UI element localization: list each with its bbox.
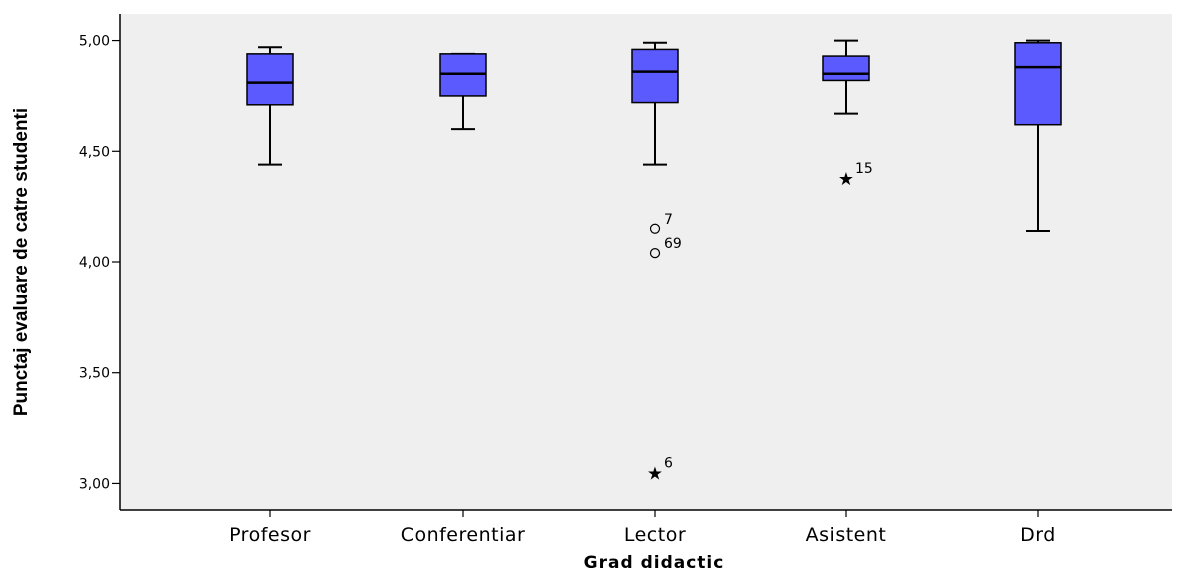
x-axis-title: Grad didactic — [584, 553, 725, 573]
x-tick-label: Drd — [1020, 524, 1056, 546]
labels: 3,00 3,50 4,00 4,50 5,00 Profesor Conferentiar… — [79, 34, 1056, 546]
extreme-star: ★ — [838, 169, 854, 190]
box-group-conferentiar — [439, 52, 487, 131]
x-tick-label: Profesor — [229, 524, 311, 546]
outlier-label: 15 — [855, 161, 873, 177]
box-group-asistent: ★ — [822, 39, 870, 190]
axes — [112, 14, 1172, 517]
box-group-profesor — [246, 46, 294, 166]
iqr-box — [1014, 42, 1062, 126]
y-tick-label: 3,50 — [79, 366, 110, 382]
outlier-label: 7 — [664, 212, 673, 228]
extreme-star: ★ — [647, 463, 663, 484]
y-tick-label: 4,50 — [79, 144, 110, 160]
y-axis-title: Punctaj evaluare de catre studenti — [11, 108, 32, 416]
x-tick-label: Asistent — [806, 524, 887, 546]
boxes: ★★ — [246, 39, 1062, 484]
outlier-label: 69 — [664, 236, 682, 252]
y-tick-label: 4,00 — [79, 255, 110, 271]
box-group-lector: ★ — [631, 41, 679, 484]
outlier-circle — [649, 223, 661, 234]
y-tick-label: 5,00 — [79, 34, 110, 50]
outlier-label: 6 — [664, 455, 673, 471]
box-group-drd — [1014, 39, 1062, 232]
iqr-box — [822, 55, 870, 82]
iqr-box — [246, 53, 294, 106]
outlier-circle — [649, 248, 661, 259]
y-tick-label: 3,00 — [79, 476, 110, 492]
x-tick-label: Lector — [624, 524, 686, 546]
iqr-box — [631, 48, 679, 104]
x-tick-label: Conferentiar — [401, 524, 526, 546]
